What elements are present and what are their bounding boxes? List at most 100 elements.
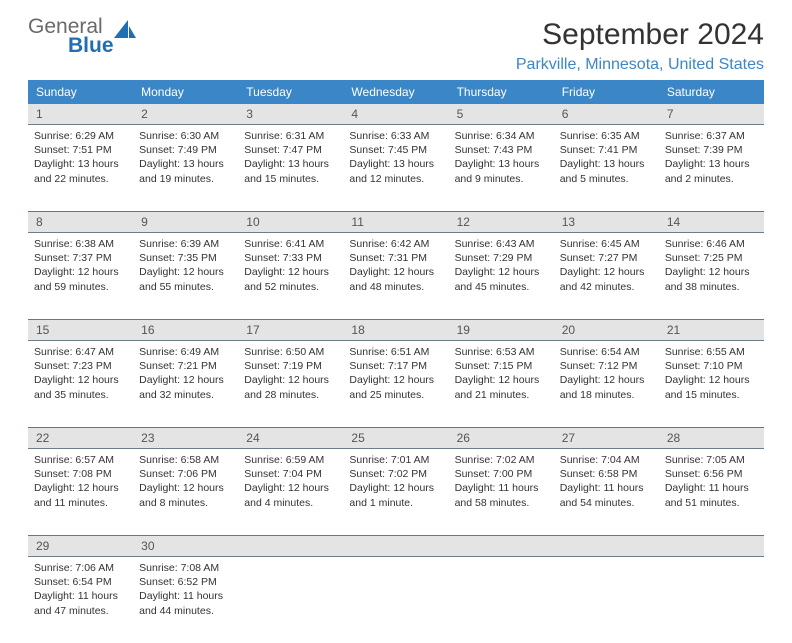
sunrise-line: Sunrise: 6:45 AM — [560, 237, 653, 251]
sunrise-line: Sunrise: 6:37 AM — [665, 129, 758, 143]
day-number: 14 — [659, 212, 764, 232]
sunrise-line: Sunrise: 7:02 AM — [455, 453, 548, 467]
dow-row: SundayMondayTuesdayWednesdayThursdayFrid… — [28, 80, 764, 104]
week-row: Sunrise: 6:38 AMSunset: 7:37 PMDaylight:… — [28, 232, 764, 319]
sunrise-line: Sunrise: 6:51 AM — [349, 345, 442, 359]
daynum-row: 1234567 — [28, 104, 764, 124]
sunset-line: Sunset: 7:47 PM — [244, 143, 337, 157]
sunrise-line: Sunrise: 6:58 AM — [139, 453, 232, 467]
day-number: 24 — [238, 428, 343, 448]
sunset-line: Sunset: 7:27 PM — [560, 251, 653, 265]
logo: General Blue — [28, 18, 136, 56]
day-number: 4 — [343, 104, 448, 124]
sunrise-line: Sunrise: 6:31 AM — [244, 129, 337, 143]
sunset-line: Sunset: 7:08 PM — [34, 467, 127, 481]
sunset-line: Sunset: 7:25 PM — [665, 251, 758, 265]
sunset-line: Sunset: 7:41 PM — [560, 143, 653, 157]
day-number: 2 — [133, 104, 238, 124]
daylight-line: Daylight: 12 hours and 15 minutes. — [665, 373, 758, 401]
daylight-line: Daylight: 12 hours and 32 minutes. — [139, 373, 232, 401]
daylight-line: Daylight: 12 hours and 18 minutes. — [560, 373, 653, 401]
sunrise-line: Sunrise: 6:59 AM — [244, 453, 337, 467]
day-number: 13 — [554, 212, 659, 232]
logo-text: General Blue — [28, 18, 114, 56]
day-number: 30 — [133, 536, 238, 556]
daylight-line: Daylight: 12 hours and 11 minutes. — [34, 481, 127, 509]
daylight-line: Daylight: 12 hours and 35 minutes. — [34, 373, 127, 401]
sunset-line: Sunset: 7:04 PM — [244, 467, 337, 481]
sunset-line: Sunset: 7:06 PM — [139, 467, 232, 481]
daylight-line: Daylight: 12 hours and 25 minutes. — [349, 373, 442, 401]
sunset-line: Sunset: 7:23 PM — [34, 359, 127, 373]
day-cell: Sunrise: 6:53 AMSunset: 7:15 PMDaylight:… — [449, 341, 554, 427]
sunrise-line: Sunrise: 6:53 AM — [455, 345, 548, 359]
day-cell: Sunrise: 6:58 AMSunset: 7:06 PMDaylight:… — [133, 449, 238, 535]
daylight-line: Daylight: 12 hours and 8 minutes. — [139, 481, 232, 509]
day-cell — [659, 557, 764, 643]
day-number: 22 — [28, 428, 133, 448]
day-number — [238, 536, 343, 556]
sunset-line: Sunset: 7:15 PM — [455, 359, 548, 373]
day-number: 18 — [343, 320, 448, 340]
sunrise-line: Sunrise: 6:35 AM — [560, 129, 653, 143]
daynum-row: 2930 — [28, 536, 764, 556]
dow-monday: Monday — [133, 80, 238, 104]
day-cell: Sunrise: 6:31 AMSunset: 7:47 PMDaylight:… — [238, 125, 343, 211]
day-number: 10 — [238, 212, 343, 232]
sunrise-line: Sunrise: 6:55 AM — [665, 345, 758, 359]
daylight-line: Daylight: 12 hours and 1 minute. — [349, 481, 442, 509]
sunset-line: Sunset: 7:35 PM — [139, 251, 232, 265]
sunrise-line: Sunrise: 6:49 AM — [139, 345, 232, 359]
day-number: 9 — [133, 212, 238, 232]
sunset-line: Sunset: 7:37 PM — [34, 251, 127, 265]
day-cell: Sunrise: 7:08 AMSunset: 6:52 PMDaylight:… — [133, 557, 238, 643]
day-number: 8 — [28, 212, 133, 232]
day-cell: Sunrise: 6:50 AMSunset: 7:19 PMDaylight:… — [238, 341, 343, 427]
sunrise-line: Sunrise: 6:46 AM — [665, 237, 758, 251]
sunset-line: Sunset: 6:56 PM — [665, 467, 758, 481]
sunrise-line: Sunrise: 6:57 AM — [34, 453, 127, 467]
dow-saturday: Saturday — [659, 80, 764, 104]
sunrise-line: Sunrise: 6:29 AM — [34, 129, 127, 143]
day-cell — [343, 557, 448, 643]
daylight-line: Daylight: 12 hours and 59 minutes. — [34, 265, 127, 293]
day-cell: Sunrise: 6:59 AMSunset: 7:04 PMDaylight:… — [238, 449, 343, 535]
dow-friday: Friday — [554, 80, 659, 104]
sunset-line: Sunset: 7:49 PM — [139, 143, 232, 157]
day-cell: Sunrise: 6:49 AMSunset: 7:21 PMDaylight:… — [133, 341, 238, 427]
sunset-line: Sunset: 7:19 PM — [244, 359, 337, 373]
daynum-row: 22232425262728 — [28, 428, 764, 448]
sunset-line: Sunset: 6:54 PM — [34, 575, 127, 589]
day-number: 3 — [238, 104, 343, 124]
sunset-line: Sunset: 7:39 PM — [665, 143, 758, 157]
day-number: 19 — [449, 320, 554, 340]
day-cell: Sunrise: 7:06 AMSunset: 6:54 PMDaylight:… — [28, 557, 133, 643]
day-number — [659, 536, 764, 556]
week-row: Sunrise: 7:06 AMSunset: 6:54 PM Daylight:… — [28, 556, 764, 643]
day-number: 21 — [659, 320, 764, 340]
sunrise-line: Sunrise: 7:06 AM — [34, 561, 127, 575]
sunset-line: Sunset: 6:58 PM — [560, 467, 653, 481]
day-cell: Sunrise: 6:43 AMSunset: 7:29 PMDaylight:… — [449, 233, 554, 319]
sunset-line: Sunset: 7:29 PM — [455, 251, 548, 265]
day-number: 16 — [133, 320, 238, 340]
day-number: 29 — [28, 536, 133, 556]
sunset-line: Sunset: 7:00 PM — [455, 467, 548, 481]
day-cell: Sunrise: 6:46 AMSunset: 7:25 PMDaylight:… — [659, 233, 764, 319]
sunrise-line: Sunrise: 6:30 AM — [139, 129, 232, 143]
sunset-line: Sunset: 7:10 PM — [665, 359, 758, 373]
day-cell: Sunrise: 7:02 AMSunset: 7:00 PMDaylight:… — [449, 449, 554, 535]
daylight-line: Daylight: 12 hours and 4 minutes. — [244, 481, 337, 509]
dow-sunday: Sunday — [28, 80, 133, 104]
daylight-line: Daylight: 11 hours and 44 minutes. — [139, 589, 232, 617]
day-number: 15 — [28, 320, 133, 340]
day-cell: Sunrise: 6:51 AMSunset: 7:17 PMDaylight:… — [343, 341, 448, 427]
sunset-line: Sunset: 7:02 PM — [349, 467, 442, 481]
sunset-line: Sunset: 7:51 PM — [34, 143, 127, 157]
daylight-line: Daylight: 12 hours and 45 minutes. — [455, 265, 548, 293]
day-cell: Sunrise: 7:05 AMSunset: 6:56 PMDaylight:… — [659, 449, 764, 535]
day-number: 5 — [449, 104, 554, 124]
day-number — [554, 536, 659, 556]
daylight-line: Daylight: 13 hours and 19 minutes. — [139, 157, 232, 185]
daylight-line: Daylight: 12 hours and 21 minutes. — [455, 373, 548, 401]
